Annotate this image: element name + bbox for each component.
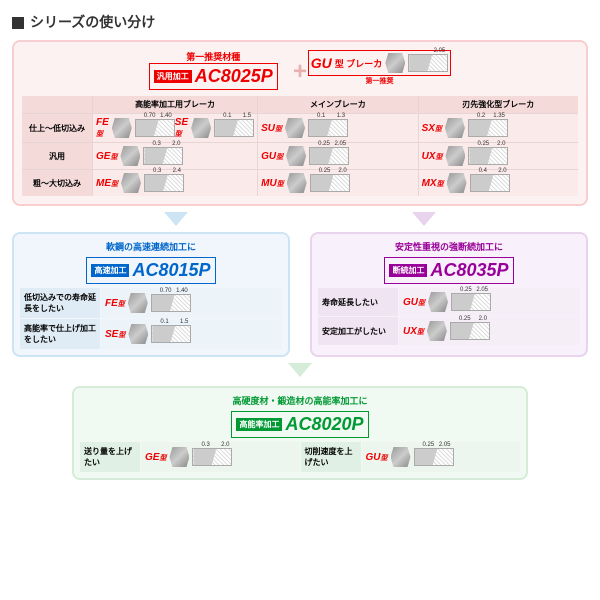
right-callout: GU 型 ブレーカ 2.05 第一推奨 (308, 50, 452, 90)
arrow-down-icon (412, 212, 436, 226)
main-table: 高能率加工用ブレーカメインブレーカ刃先強化型ブレーカ仕上～低切込みFE型0.70… (22, 96, 578, 196)
grade-ac8035p: 断続加工AC8035P (384, 257, 513, 284)
main-block: 第一推奨材種 汎用加工 AC8025P + GU 型 ブレーカ 2.05 第一推… (12, 40, 588, 206)
page-title: シリーズの使い分け (12, 12, 588, 32)
grade-ac8025p: 汎用加工 AC8025P (149, 63, 278, 90)
arrow-down-icon (164, 212, 188, 226)
plus-icon: + (293, 58, 307, 86)
arrows-row (12, 206, 588, 232)
left-callout: 第一推奨材種 汎用加工 AC8025P (149, 50, 278, 90)
blue-block: 軟鋼の高速連続加工に 高速加工AC8015P 低切込みでの寿命延長をしたいFE型… (12, 232, 290, 357)
grade-ac8020p: 高能率加工AC8020P (231, 411, 368, 438)
green-block: 高硬度材・鍛造材の高能率加工に 高能率加工AC8020P 送り量を上げたいGE型… (72, 386, 528, 480)
grade-ac8015p: 高速加工AC8015P (86, 257, 215, 284)
arrow-down-icon (288, 363, 312, 377)
purple-block: 安定性重視の強断続加工に 断続加工AC8035P 寿命延長したいGU型0.252… (310, 232, 588, 357)
